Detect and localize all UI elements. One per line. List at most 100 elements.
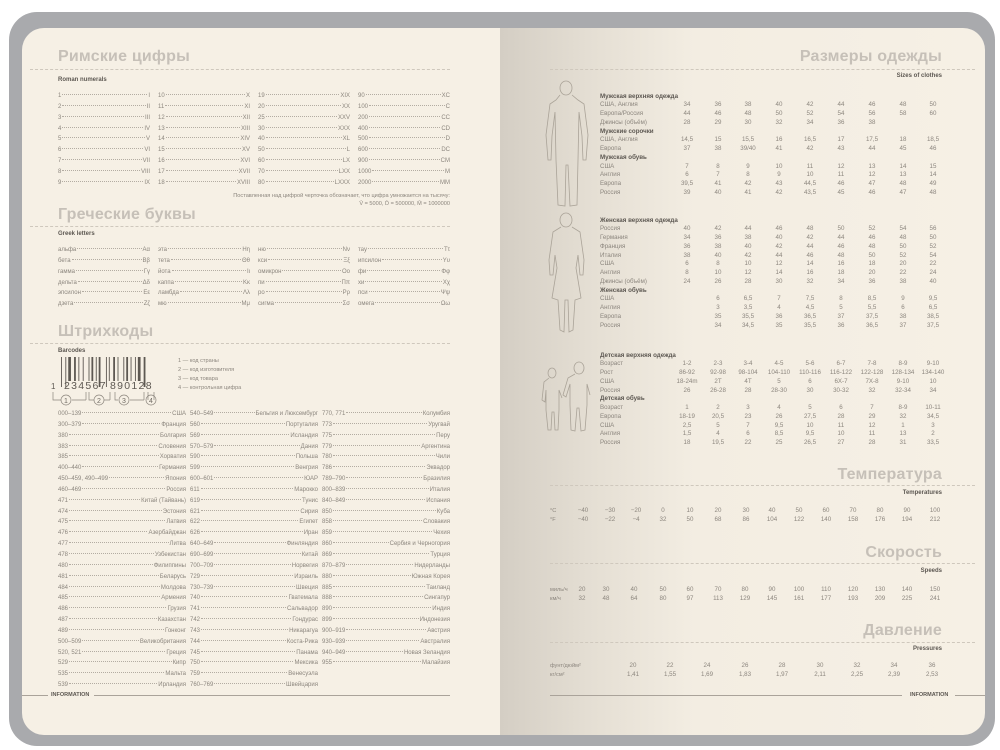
barcode-country-value: ЮАР bbox=[304, 476, 318, 483]
temperature-value: −4 bbox=[632, 515, 640, 523]
size-row-label: Европа/Россия bbox=[600, 110, 644, 117]
pressure-value: 1,69 bbox=[700, 670, 714, 678]
barcode-country-term: 486 bbox=[58, 606, 69, 613]
footer-rule bbox=[550, 695, 902, 696]
greek-value: Αα bbox=[142, 247, 150, 253]
size-value: 44 bbox=[775, 251, 783, 259]
size-row-label: Джинсы (объём) bbox=[600, 277, 647, 285]
footer-rule bbox=[94, 695, 450, 696]
barcode-country-term: 535 bbox=[58, 671, 69, 678]
speed-value: 32 bbox=[578, 594, 586, 602]
roman-value: D bbox=[445, 136, 450, 143]
barcode-country-value: Сербия и Черногория bbox=[389, 541, 450, 548]
speed-value: 60 bbox=[686, 586, 694, 593]
size-value: 16 bbox=[837, 260, 845, 268]
dot-leader bbox=[275, 302, 342, 304]
greek-term: дельта bbox=[58, 279, 77, 286]
size-value: 6 bbox=[685, 171, 689, 179]
barcode-country-value: Польша bbox=[295, 454, 318, 461]
size-value: 44 bbox=[837, 234, 845, 241]
roman-term: 1 bbox=[58, 93, 62, 99]
barcode-country-term: 786 bbox=[322, 465, 333, 472]
roman-entry: 25 XXV bbox=[258, 113, 350, 124]
dot-leader bbox=[81, 291, 143, 293]
barcode-country-entry: 560 Португалия bbox=[190, 420, 318, 431]
pressure-value: 32 bbox=[853, 662, 861, 669]
size-value: 128-134 bbox=[891, 369, 915, 376]
roman-entry: 13 XIII bbox=[158, 124, 250, 135]
size-row: Франция 36 38 40 42 44 46 48 50 52 bbox=[0, 243, 1000, 252]
roman-value: VII bbox=[142, 158, 150, 165]
barcode-country-term: 539 bbox=[58, 682, 69, 689]
size-value: 43 bbox=[837, 145, 845, 152]
size-value: 6 bbox=[685, 260, 689, 268]
size-row: Джинсы (объём) 28 29 30 32 34 36 38 bbox=[0, 119, 1000, 128]
dot-leader bbox=[201, 661, 294, 663]
size-row: Европа 18-19 20,5 23 26 27,5 28 29 32 34,5 bbox=[0, 413, 1000, 422]
roman-value: XVIII bbox=[236, 179, 250, 186]
barcode-country-value: Франция bbox=[161, 421, 186, 428]
dot-leader bbox=[201, 596, 288, 598]
greek-value: Ττ bbox=[443, 247, 450, 253]
barcode-country-entry: 383 Словения bbox=[58, 442, 186, 453]
barcode-country-term: 760–769 bbox=[190, 682, 214, 689]
barcode-country-entry: 621 Сирия bbox=[190, 507, 318, 518]
size-value: 8,5 bbox=[774, 430, 784, 438]
pressure-divider bbox=[550, 642, 975, 643]
barcode-country-term: 789–790 bbox=[322, 476, 346, 483]
barcode-bar bbox=[82, 357, 84, 381]
roman-value: V bbox=[145, 136, 150, 143]
dot-leader bbox=[333, 607, 432, 609]
size-value: 34 bbox=[806, 118, 814, 126]
barcode-country-entry: 745 Панама bbox=[190, 648, 318, 659]
roman-entry: 10 X bbox=[158, 91, 250, 102]
greek-term: эпсилон bbox=[58, 290, 81, 297]
barcode-country-value: Бразилия bbox=[423, 476, 450, 483]
roman-entry: 18 XVIII bbox=[158, 178, 250, 189]
roman-term: 30 bbox=[258, 125, 265, 132]
right-page: INFORMATION bbox=[500, 28, 985, 735]
roman-value: IV bbox=[144, 125, 150, 132]
barcode-country-entry: 740 Гватемала bbox=[190, 593, 318, 604]
size-value: 36,5 bbox=[865, 321, 879, 329]
size-value: 36 bbox=[868, 277, 876, 285]
roman-value: XVII bbox=[238, 168, 250, 175]
roman-term: 25 bbox=[258, 114, 265, 121]
roman-term: 100 bbox=[358, 103, 369, 110]
barcode-country-value: Латвия bbox=[166, 519, 186, 526]
barcode-country-entry: 759 Венесуэла bbox=[190, 669, 318, 680]
dot-leader bbox=[167, 248, 242, 249]
size-value: 43,5 bbox=[803, 188, 817, 196]
size-value: 22 bbox=[744, 439, 752, 446]
barcode-country-term: 460–469 bbox=[58, 486, 82, 493]
dot-leader bbox=[346, 639, 420, 641]
size-value: 42 bbox=[744, 251, 752, 259]
size-value: 5-6 bbox=[805, 360, 815, 368]
roman-value: XIII bbox=[240, 125, 250, 132]
barcode-country-value: Гватемала bbox=[288, 595, 318, 602]
barcode-bar bbox=[134, 357, 136, 381]
size-value: 42 bbox=[806, 101, 814, 109]
roman-term: 2000 bbox=[358, 179, 372, 186]
size-value: 47 bbox=[868, 180, 876, 187]
greek-column: тау Ττ ипсилон Υυ фи Φφ хи Χχ пси Ψψ омега Ωω bbox=[358, 245, 450, 310]
barcode-marker-number: 3 bbox=[122, 398, 126, 405]
greek-entry: эпсилон Εε bbox=[58, 288, 150, 299]
dot-leader bbox=[165, 159, 240, 161]
roman-column: 19 XIX 20 XX 25 XXV 30 XXX 40 XL 50 L 60 LX 70 LXX 80 LXX… bbox=[258, 91, 350, 189]
barcode-country-entry: 899 Индонезия bbox=[322, 615, 450, 626]
temperature-value: 194 bbox=[901, 515, 913, 523]
greek-entry: ро Ρρ bbox=[258, 288, 350, 299]
dot-leader bbox=[82, 422, 161, 424]
size-value: 43 bbox=[775, 180, 783, 187]
size-row-label: Возраст bbox=[600, 404, 624, 411]
roman-entry: 17 XVII bbox=[158, 167, 250, 178]
dot-leader bbox=[62, 180, 144, 182]
dot-leader bbox=[69, 672, 165, 674]
size-value: 32 bbox=[806, 277, 814, 285]
barcode-country-value: Сингапур bbox=[424, 595, 450, 602]
size-value: 14,5 bbox=[680, 136, 694, 144]
size-row-label: США, Англия bbox=[600, 136, 638, 144]
roman-value: II bbox=[146, 103, 150, 110]
barcode-bar bbox=[98, 357, 101, 387]
